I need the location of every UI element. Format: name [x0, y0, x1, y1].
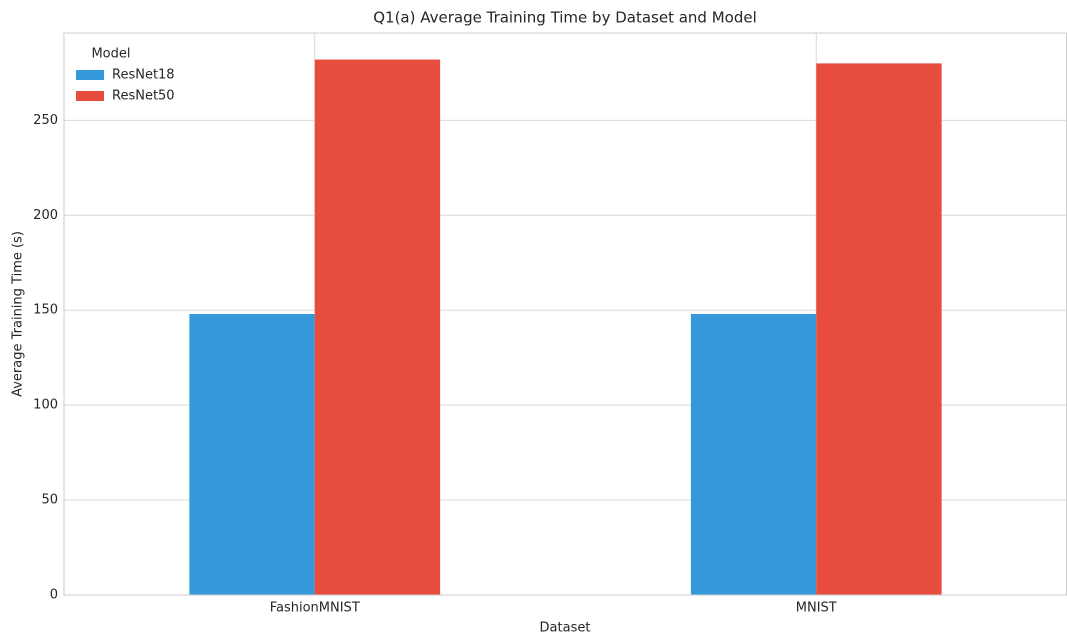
y-tick-label: 0 — [50, 588, 58, 603]
x-tick-label: MNIST — [796, 601, 837, 616]
y-tick-label: 250 — [33, 113, 58, 128]
legend-swatch — [76, 91, 104, 101]
bar — [690, 314, 817, 595]
y-tick-label: 200 — [33, 208, 58, 223]
legend-swatch — [76, 70, 104, 80]
x-tick-label: FashionMNIST — [270, 601, 360, 616]
y-axis-label: Average Training Time (s) — [11, 231, 26, 397]
bar — [816, 63, 942, 596]
x-axis-label: Dataset — [540, 621, 591, 636]
legend-label: ResNet50 — [112, 89, 175, 104]
legend-title: Model — [91, 47, 130, 62]
y-tick-label: 50 — [41, 493, 58, 508]
chart-title: Q1(a) Average Training Time by Dataset a… — [373, 9, 757, 27]
bar — [189, 314, 315, 595]
legend-label: ResNet18 — [112, 68, 175, 83]
bar — [314, 59, 441, 596]
y-tick-label: 150 — [33, 303, 58, 318]
y-tick-label: 100 — [33, 398, 58, 413]
